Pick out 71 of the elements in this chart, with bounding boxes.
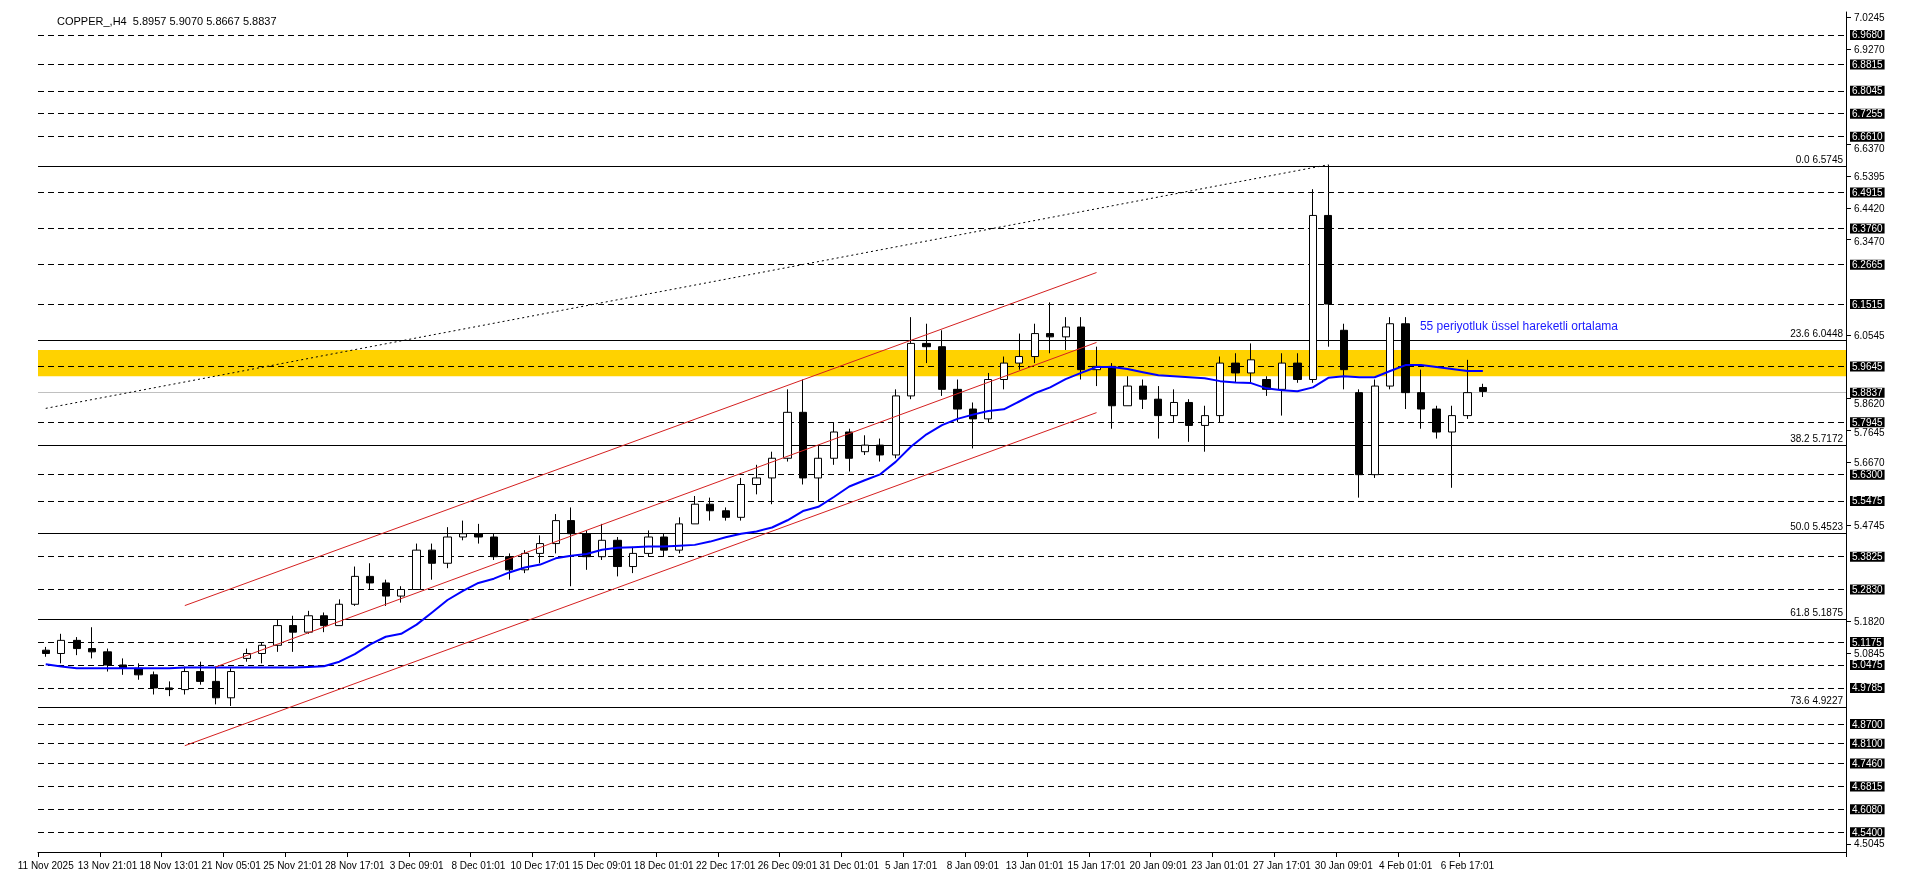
x-tick-label: 5 Jan 17:01 [884, 859, 938, 871]
ref-line-label: 6.6610 [1852, 131, 1884, 143]
ref-line-label: 4.9785 [1852, 682, 1884, 694]
y-tick-label: 5.6670 [1854, 457, 1886, 469]
x-tick-label: 30 Jan 09:01 [1314, 859, 1374, 871]
ref-line-label: 73.6 4.9227 [1790, 695, 1844, 707]
x-tick-label: 15 Dec 09:01 [572, 859, 633, 871]
x-tick-label: 26 Dec 09:01 [757, 859, 818, 871]
x-tick-label: 20 Jan 09:01 [1129, 859, 1188, 871]
ref-line-label: 5.3825 [1852, 551, 1884, 563]
x-tick-label: 28 Nov 17:01 [325, 859, 385, 871]
ref-line-label: 5.9645 [1852, 360, 1884, 372]
x-tick-label: 4 Feb 01:01 [1378, 859, 1433, 871]
x-tick-label: 15 Jan 17:01 [1067, 859, 1126, 871]
ref-line-label: 6.8045 [1852, 85, 1884, 97]
x-tick-label: 25 Nov 21:01 [263, 859, 324, 871]
ref-line-label: 6.9680 [1852, 29, 1884, 41]
ref-line-label: 5.7945 [1852, 416, 1884, 428]
ref-line-label: 5.6300 [1852, 469, 1884, 481]
x-tick-label: 10 Dec 17:01 [510, 859, 571, 871]
x-tick-label: 18 Dec 01:01 [634, 859, 695, 871]
annotation: 55 periyotluk üssel hareketli ortalama [1419, 319, 1619, 333]
y-tick-label: 6.5395 [1854, 170, 1886, 182]
ref-line-label: 6.1515 [1852, 298, 1884, 310]
x-tick-label: 6 Feb 17:01 [1440, 859, 1495, 871]
ref-line-label: 4.8100 [1852, 738, 1884, 750]
ref-line-label: 5.0475 [1852, 659, 1884, 671]
ref-line-label: 6.3760 [1852, 223, 1884, 235]
ref-line-label: 23.6 6.0448 [1790, 327, 1844, 339]
ref-line-label: 0.0 6.5745 [1795, 153, 1844, 165]
y-tick-label: 5.7645 [1854, 427, 1886, 439]
ref-line-label: 4.6080 [1852, 803, 1884, 815]
ref-line-label: 61.8 5.1875 [1790, 606, 1844, 618]
ref-line-label: 5.2830 [1852, 584, 1884, 595]
x-tick-label: 8 Jan 09:01 [946, 859, 1000, 871]
ref-line-label: 50.0 5.4523 [1790, 521, 1844, 533]
ref-line-label: 6.2665 [1852, 259, 1884, 271]
ref-line-label: 5.5475 [1852, 495, 1884, 507]
ref-line-label: 6.7255 [1852, 108, 1884, 120]
x-tick-label: 22 Dec 17:01 [695, 859, 756, 871]
x-tick-label: 13 Jan 01:01 [1005, 859, 1065, 871]
x-tick-label: 18 Nov 13:01 [139, 859, 200, 871]
x-tick-label: 8 Dec 01:01 [451, 859, 506, 871]
y-tick-label: 4.5045 [1854, 838, 1886, 850]
x-tick-label: 23 Jan 01:01 [1191, 859, 1250, 871]
ref-line-label: 38.2 5.7172 [1790, 432, 1844, 444]
y-tick-label: 6.4420 [1854, 202, 1886, 214]
x-tick-label: 31 Dec 01:01 [819, 859, 880, 871]
ref-line-label: 6.8815 [1852, 59, 1884, 70]
ref-line-label: 4.6815 [1852, 780, 1884, 792]
y-tick-label: 5.8620 [1854, 398, 1886, 410]
chart-title: COPPER_,H4 5.8957 5.9070 5.8667 5.8837 [57, 14, 277, 27]
x-tick-label: 21 Nov 05:01 [201, 859, 262, 871]
ref-line-label: 4.8700 [1852, 718, 1884, 730]
x-tick-label: 13 Nov 21:01 [77, 859, 138, 871]
ref-line-label: 6.4915 [1852, 186, 1884, 198]
ref-line-label: 4.5400 [1852, 826, 1884, 838]
ref-line-label: 5.1175 [1852, 636, 1883, 648]
ref-line-label: 5.8837 [1852, 387, 1884, 399]
y-tick-label: 6.9270 [1854, 43, 1886, 55]
y-tick-label: 6.3470 [1854, 235, 1886, 247]
y-tick-label: 7.0245 [1854, 11, 1886, 23]
y-tick-label: 6.6370 [1854, 142, 1886, 154]
y-tick-label: 5.1820 [1854, 616, 1886, 628]
x-tick-label: 27 Jan 17:01 [1253, 859, 1312, 871]
x-tick-label: 11 Nov 2025 [17, 859, 75, 871]
y-tick-label: 5.4745 [1854, 520, 1886, 532]
ref-line-label: 4.7460 [1852, 757, 1884, 769]
y-tick-label: 6.0545 [1854, 329, 1886, 341]
x-tick-label: 3 Dec 09:01 [389, 859, 444, 871]
y-tick-label: 5.0845 [1854, 648, 1886, 660]
